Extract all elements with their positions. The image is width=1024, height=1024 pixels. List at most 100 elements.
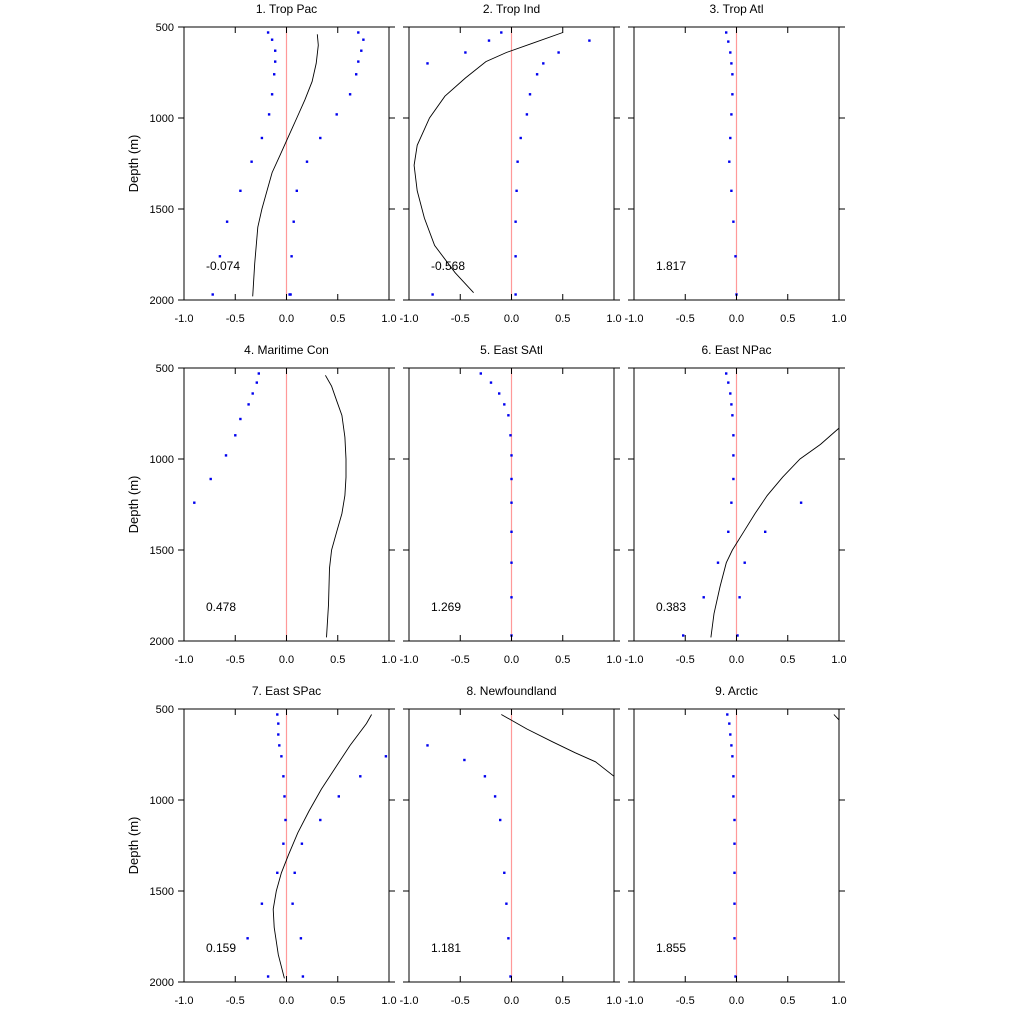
data-point bbox=[483, 775, 487, 778]
data-point bbox=[503, 403, 506, 406]
data-point bbox=[266, 975, 270, 978]
panel-7: -1.0 -0.5 0.0 0.5 1.0 500 1000 1500 2000 7. East … bbox=[126, 684, 397, 1007]
data-point bbox=[246, 937, 249, 940]
x-tick-label: 0.5 bbox=[555, 313, 570, 325]
panel-data bbox=[725, 31, 738, 296]
x-tick-label: 0.0 bbox=[504, 313, 519, 325]
data-point bbox=[251, 392, 254, 395]
x-tick-label: 1.0 bbox=[381, 313, 396, 325]
data-point bbox=[510, 561, 513, 564]
data-point bbox=[431, 293, 434, 296]
stat-value: -0.568 bbox=[431, 259, 465, 273]
x-tick-label: 0.0 bbox=[729, 654, 744, 666]
panel-data bbox=[426, 714, 614, 978]
data-point bbox=[225, 220, 229, 223]
data-point bbox=[542, 62, 545, 65]
panel-8: -1.0 -0.5 0.0 0.5 1.0 8. Newfoundland 1.181 bbox=[400, 684, 622, 1007]
data-point bbox=[510, 477, 513, 481]
data-point bbox=[732, 434, 735, 437]
data-point bbox=[255, 381, 258, 384]
data-point bbox=[257, 372, 260, 375]
y-tick-label: 500 bbox=[156, 363, 174, 375]
x-tick-label: 0.0 bbox=[504, 654, 519, 666]
panel-data bbox=[413, 31, 591, 296]
stat-value: 1.855 bbox=[656, 941, 686, 955]
y-tick-label: 2000 bbox=[150, 295, 174, 307]
stat-value: 0.159 bbox=[206, 941, 236, 955]
data-point bbox=[733, 818, 736, 822]
panel-title: 9. Arctic bbox=[715, 684, 758, 698]
data-point bbox=[283, 795, 286, 798]
panel-title: 1. Trop Pac bbox=[256, 2, 317, 16]
y-tick-label: 1000 bbox=[150, 113, 174, 125]
x-tick-label: -1.0 bbox=[625, 995, 644, 1007]
data-point bbox=[507, 937, 510, 940]
data-point bbox=[359, 775, 362, 778]
data-point bbox=[239, 417, 242, 421]
x-tick-label: 0.5 bbox=[330, 313, 345, 325]
data-point bbox=[493, 795, 497, 798]
x-tick-label: -0.5 bbox=[226, 995, 245, 1007]
x-tick-label: -1.0 bbox=[400, 654, 419, 666]
data-point bbox=[733, 842, 736, 845]
data-point bbox=[727, 530, 730, 533]
data-point bbox=[234, 434, 237, 437]
panel-title: 4. Maritime Con bbox=[244, 343, 329, 357]
data-point bbox=[247, 403, 250, 406]
data-point bbox=[510, 596, 513, 599]
data-point bbox=[464, 51, 467, 54]
data-point bbox=[274, 60, 277, 63]
data-point bbox=[728, 722, 731, 725]
y-axis-label: Depth (m) bbox=[126, 135, 141, 193]
data-point bbox=[193, 501, 196, 504]
y-tick-label: 1500 bbox=[150, 545, 174, 557]
y-tick-label: 2000 bbox=[150, 636, 174, 648]
panel-4: -1.0 -0.5 0.0 0.5 1.0 500 1000 1500 2000 4. Marit… bbox=[126, 343, 397, 666]
y-tick-label: 1000 bbox=[150, 454, 174, 466]
data-point bbox=[209, 477, 212, 481]
x-tick-label: 0.5 bbox=[555, 654, 570, 666]
data-point bbox=[730, 113, 733, 116]
data-point bbox=[726, 713, 729, 716]
panel-data bbox=[246, 713, 388, 979]
data-point bbox=[729, 733, 732, 736]
data-point bbox=[260, 136, 264, 140]
x-tick-label: -1.0 bbox=[175, 313, 194, 325]
x-tick-label: -0.5 bbox=[226, 654, 245, 666]
data-point bbox=[702, 596, 705, 599]
data-point bbox=[509, 975, 512, 978]
data-point bbox=[725, 372, 728, 375]
data-point bbox=[535, 73, 539, 76]
y-tick-label: 1500 bbox=[150, 886, 174, 898]
data-point bbox=[348, 93, 352, 96]
stat-value: 0.383 bbox=[656, 600, 686, 614]
data-point bbox=[734, 975, 737, 978]
data-point bbox=[290, 255, 293, 258]
data-point bbox=[528, 93, 532, 96]
x-tick-label: 1.0 bbox=[831, 313, 846, 325]
data-point bbox=[716, 561, 720, 564]
profile-line bbox=[272, 714, 372, 979]
data-point bbox=[729, 51, 732, 54]
x-tick-label: 0.5 bbox=[330, 995, 345, 1007]
data-point bbox=[557, 51, 560, 54]
data-point bbox=[319, 136, 322, 140]
x-tick-label: 0.5 bbox=[780, 995, 795, 1007]
profile-line bbox=[833, 714, 839, 721]
data-point bbox=[731, 414, 734, 417]
x-tick-label: 0.0 bbox=[504, 995, 519, 1007]
y-tick-label: 1500 bbox=[150, 204, 174, 216]
data-point bbox=[728, 160, 731, 163]
data-point bbox=[505, 902, 508, 905]
data-point bbox=[218, 255, 222, 258]
data-point bbox=[733, 937, 736, 940]
data-point bbox=[730, 744, 733, 747]
profile-line bbox=[413, 32, 563, 294]
y-tick-label: 500 bbox=[156, 704, 174, 716]
panel-6: -1.0 -0.5 0.0 0.5 1.0 6. East NPac 0.383 bbox=[625, 343, 847, 666]
data-point bbox=[301, 975, 305, 978]
data-point bbox=[682, 634, 685, 637]
x-tick-label: 1.0 bbox=[831, 995, 846, 1007]
stat-value: 1.181 bbox=[431, 941, 461, 955]
